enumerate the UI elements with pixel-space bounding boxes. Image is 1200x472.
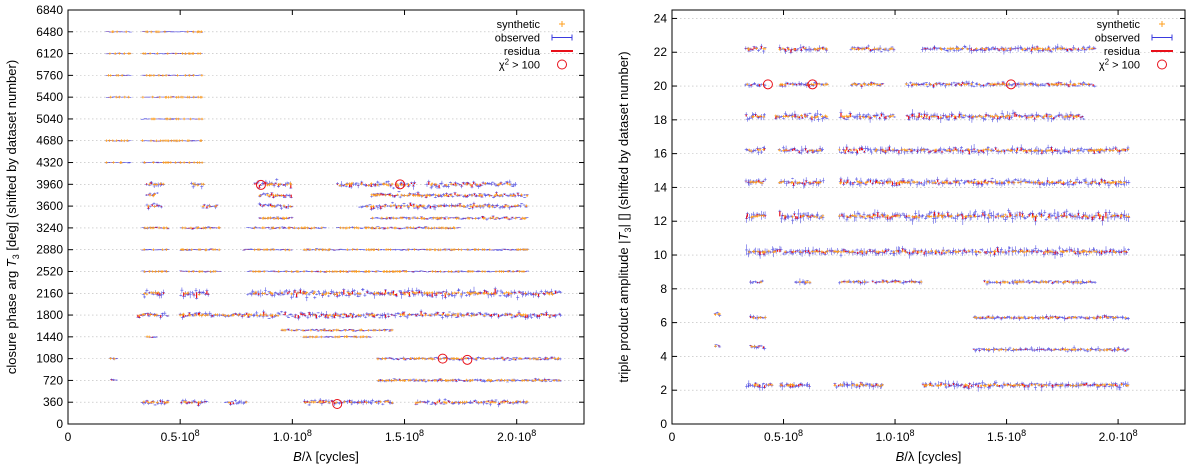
chi2-outlier-marker xyxy=(1006,79,1017,90)
y-tick-label: 2520 xyxy=(36,264,63,278)
y-tick-label: 6 xyxy=(660,316,667,330)
y-tick-label: 18 xyxy=(654,113,668,127)
chi2-outlier-marker xyxy=(437,353,448,364)
y-tick-label: 4320 xyxy=(36,156,63,170)
legend-label: χ2 > 100 xyxy=(1099,58,1140,72)
y-tick-label: 6480 xyxy=(36,25,63,39)
y-tick-label: 1440 xyxy=(36,330,63,344)
y-tick-label: 3960 xyxy=(36,177,63,191)
x-tick-label: 0.5·108 xyxy=(764,428,803,444)
x-tick-label: 0 xyxy=(65,430,72,444)
y-tick-label: 8 xyxy=(660,282,667,296)
y-tick-label: 1800 xyxy=(36,308,63,322)
x-tick-label: 1.0·108 xyxy=(876,428,915,444)
legend-symbol-synthetic xyxy=(559,21,565,27)
x-tick-label: 1.5·108 xyxy=(987,428,1026,444)
observed-series xyxy=(104,31,563,408)
plot-frame xyxy=(67,9,585,425)
y-tick-label: 360 xyxy=(43,395,63,409)
y-tick-label: 3600 xyxy=(36,199,63,213)
y-tick-label: 3240 xyxy=(36,221,63,235)
legend-label: observed xyxy=(1095,33,1140,45)
y-tick-label: 1080 xyxy=(36,352,63,366)
y-tick-label: 5760 xyxy=(36,68,63,82)
legend-label: χ2 > 100 xyxy=(499,58,540,72)
legend-label: synthetic xyxy=(497,19,541,31)
y-tick-label: 0 xyxy=(56,417,63,431)
plot-frame xyxy=(671,9,1186,425)
y-tick-label: 2160 xyxy=(36,286,63,300)
legend-label: synthetic xyxy=(1097,19,1141,31)
y-tick-label: 24 xyxy=(654,11,668,25)
y-tick-label: 4680 xyxy=(36,134,63,148)
x-tick-label: 0.5·108 xyxy=(161,428,200,444)
legend-symbol-synthetic xyxy=(1159,21,1165,27)
x-tick-label: 2.0·108 xyxy=(1099,428,1138,444)
y-axis-label: closure phase arg T3 [deg] (shifted by d… xyxy=(4,60,21,374)
x-tick-label: 1.0·108 xyxy=(273,428,312,444)
chi2-outlier-marker xyxy=(462,354,473,365)
chi2-outlier-marker xyxy=(762,79,773,90)
y-tick-label: 0 xyxy=(660,417,667,431)
chi2-outlier-marker xyxy=(807,79,818,90)
y-tick-label: 6120 xyxy=(36,47,63,61)
x-tick-label: 0 xyxy=(669,430,676,444)
chi2-outlier-marker xyxy=(395,179,406,190)
y-axis-label: triple product amplitude |T3| [] (shifte… xyxy=(616,51,633,382)
y-tick-label: 720 xyxy=(43,373,63,387)
y-tick-label: 20 xyxy=(654,79,668,93)
x-axis-label: B/λ [cycles] xyxy=(896,449,962,464)
legend-label: residua xyxy=(1104,46,1141,58)
synthetic-series xyxy=(105,30,561,405)
legend-symbol-observed xyxy=(551,34,573,41)
chi2-outlier-marker xyxy=(255,179,266,190)
legend-symbol-outlier xyxy=(557,59,567,70)
y-tick-label: 5040 xyxy=(36,112,63,126)
y-tick-label: 22 xyxy=(654,45,668,59)
y-tick-label: 2 xyxy=(660,383,667,397)
closure-phase-chart: 0 360 720 1080 1440 1800 2160 2520 2880 3240 3600 3… xyxy=(4,3,585,464)
y-tick-label: 5400 xyxy=(36,90,63,104)
y-tick-label: 2880 xyxy=(36,243,63,257)
legend-symbol-outlier xyxy=(1157,59,1167,70)
x-tick-label: 1.5·108 xyxy=(385,428,424,444)
chi2-outlier-marker xyxy=(332,399,343,410)
y-tick-label: 10 xyxy=(654,248,668,262)
x-tick-label: 2.0·108 xyxy=(497,428,536,444)
legend-label: observed xyxy=(495,33,540,45)
legend-label: residua xyxy=(504,46,541,58)
y-tick-label: 4 xyxy=(660,349,667,363)
y-tick-label: 12 xyxy=(654,214,668,228)
synthetic-series xyxy=(714,46,1130,388)
observed-series xyxy=(713,43,1131,392)
legend-symbol-observed xyxy=(1151,34,1173,41)
y-tick-label: 6840 xyxy=(36,3,63,17)
y-tick-label: 16 xyxy=(654,147,668,161)
y-tick-label: 14 xyxy=(654,180,668,194)
x-axis-label: B/λ [cycles] xyxy=(293,449,359,464)
